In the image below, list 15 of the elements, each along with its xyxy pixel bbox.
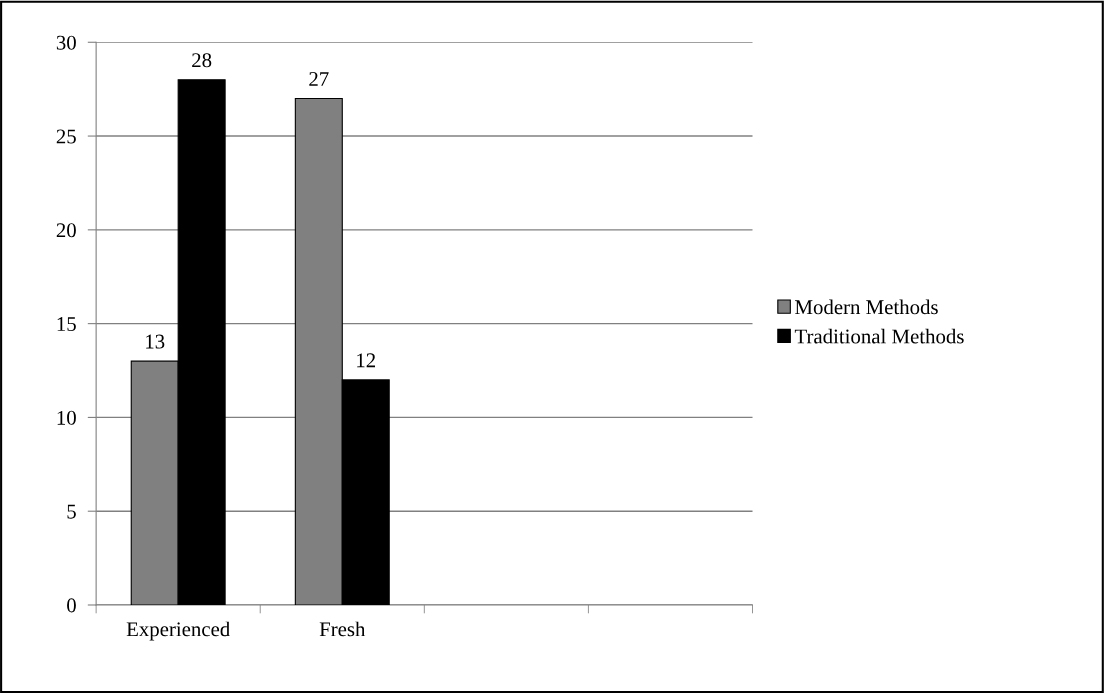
y-tick-label: 10 <box>57 410 76 425</box>
y-tick-label: 25 <box>56 129 76 144</box>
data-label: 12 <box>357 353 376 368</box>
data-label: 27 <box>309 71 329 86</box>
y-tick-label: 20 <box>56 223 76 238</box>
legend-label: Modern Methods <box>795 299 938 315</box>
y-tick-label: 30 <box>56 35 76 50</box>
x-tick-label: Experienced <box>126 621 230 641</box>
x-tick-label: Fresh <box>319 621 366 637</box>
y-tick-label: 5 <box>67 504 76 519</box>
data-label: 13 <box>146 334 165 349</box>
data-label: 28 <box>192 53 212 68</box>
legend-label: Traditional Methods <box>794 328 964 344</box>
y-tick-label: 0 <box>67 598 76 613</box>
y-tick-label: 15 <box>57 317 76 332</box>
